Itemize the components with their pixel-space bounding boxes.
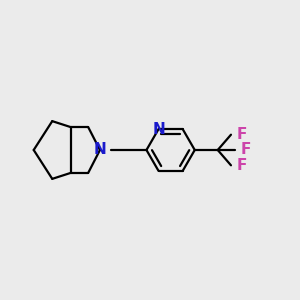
Text: N: N <box>94 142 106 158</box>
Text: F: F <box>236 127 247 142</box>
Text: F: F <box>241 142 251 158</box>
Text: N: N <box>152 122 165 136</box>
Text: F: F <box>236 158 247 173</box>
